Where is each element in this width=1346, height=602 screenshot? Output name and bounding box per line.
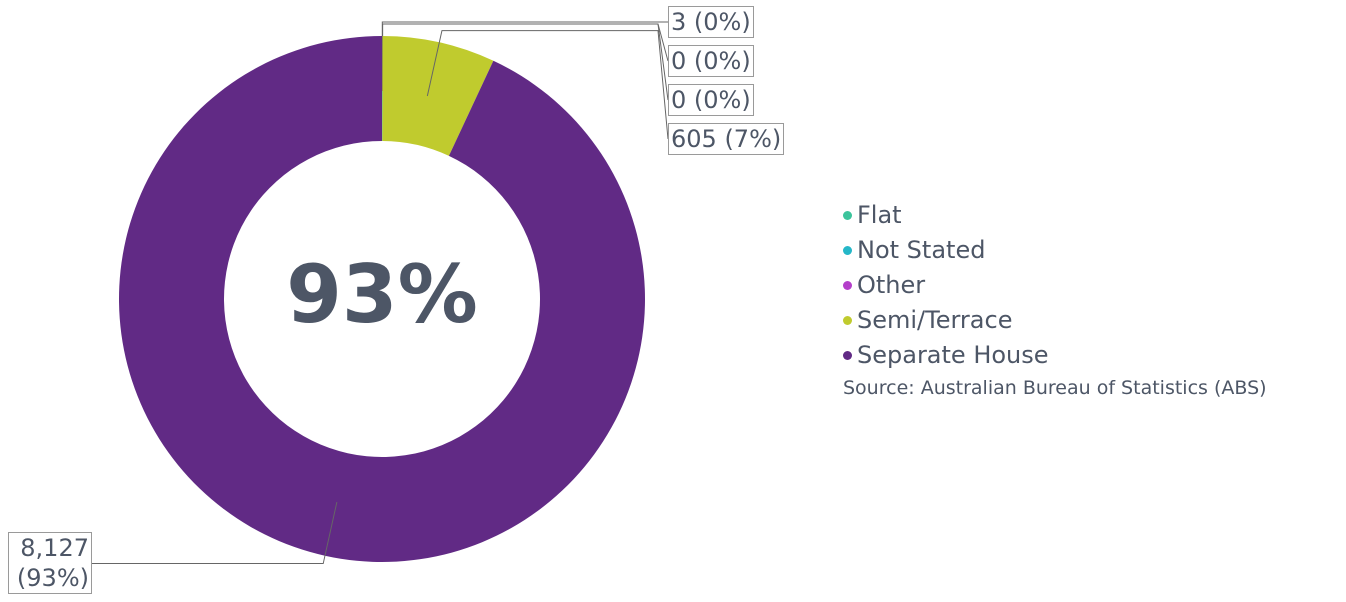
value-label: 0 (0%) <box>668 84 754 116</box>
leader-line <box>92 501 338 565</box>
center-label: 93% <box>286 248 477 341</box>
legend-swatch <box>843 316 852 325</box>
slice <box>119 36 645 562</box>
legend-item: Flat <box>843 198 1267 233</box>
value-label: 8,127 (93%) <box>8 531 92 594</box>
value-label: 0 (0%) <box>668 45 754 77</box>
legend-label: Not Stated <box>857 236 986 264</box>
legend-label: Other <box>857 271 926 299</box>
legend-item: Other <box>843 268 1267 303</box>
value-label: 605 (7%) <box>668 123 785 155</box>
legend-swatch <box>843 351 852 360</box>
legend-item: Separate House <box>843 338 1267 373</box>
value-label: 3 (0%) <box>668 6 754 38</box>
legend-swatch <box>843 281 852 290</box>
legend-swatch <box>843 211 852 220</box>
legend: Flat Not Stated Other Semi/Terrace Separate … <box>843 198 1267 399</box>
legend-label: Flat <box>857 201 902 229</box>
source: Source: Australian Bureau of Statistics … <box>843 377 1267 399</box>
legend-item: Semi/Terrace <box>843 303 1267 338</box>
legend-label: Separate House <box>857 341 1049 369</box>
legend-swatch <box>843 246 852 255</box>
leader-line <box>426 30 669 140</box>
legend-items: Flat Not Stated Other Semi/Terrace Separate … <box>843 198 1267 373</box>
slice <box>382 36 494 156</box>
legend-label: Semi/Terrace <box>857 306 1013 334</box>
legend-item: Not Stated <box>843 233 1267 268</box>
